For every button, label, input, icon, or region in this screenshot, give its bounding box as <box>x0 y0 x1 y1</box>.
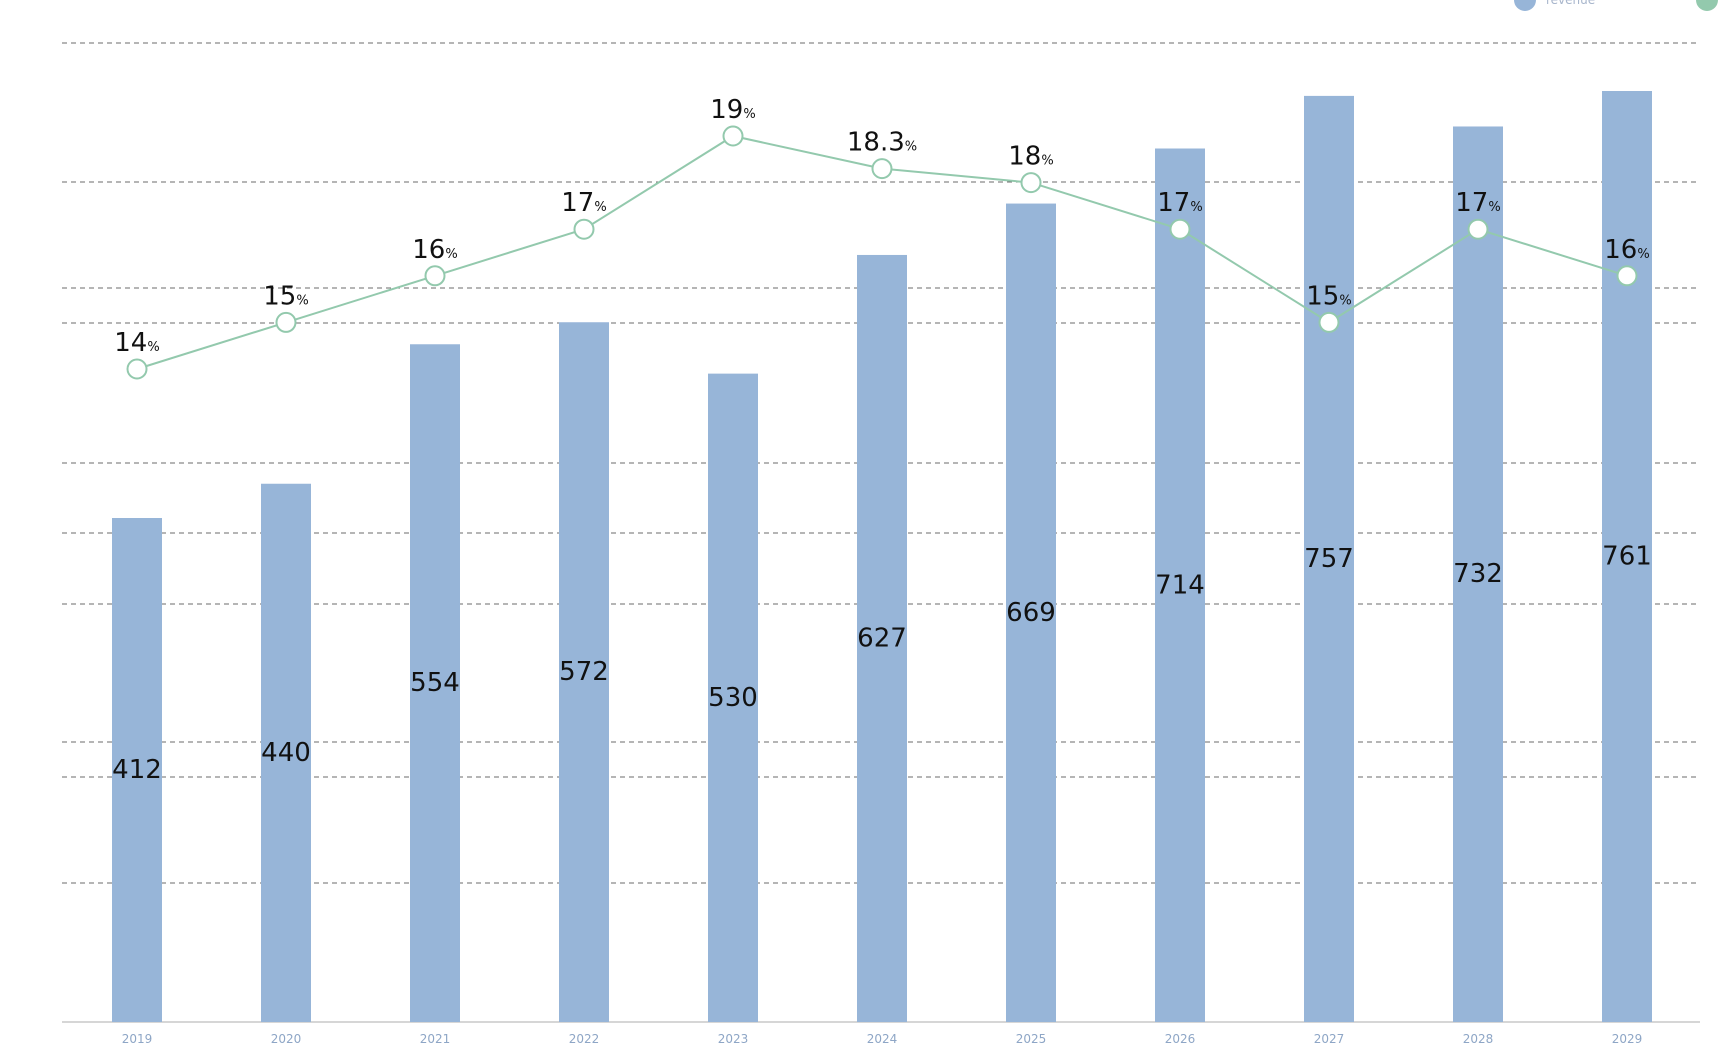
percent-label: 15% <box>263 281 308 311</box>
x-tick-label: 2019 <box>122 1032 153 1046</box>
legend-label-revenue: revenue <box>1546 0 1595 7</box>
bar-value-label: 732 <box>1453 559 1503 589</box>
bar-value-label: 714 <box>1155 570 1205 600</box>
percent-label: 17% <box>1455 188 1500 218</box>
bar-value-label: 757 <box>1304 544 1354 574</box>
bar <box>1304 95 1354 1022</box>
revenue-bars <box>112 91 1652 1023</box>
x-tick-label: 2026 <box>1165 1032 1196 1046</box>
line-point <box>126 358 148 380</box>
bar-value-label: 572 <box>559 657 609 687</box>
line-point <box>1169 218 1191 240</box>
percentage-line <box>126 125 1638 380</box>
x-tick-label: 2022 <box>569 1032 600 1046</box>
bar-value-label: 627 <box>857 623 907 653</box>
percent-label: 17% <box>561 188 606 218</box>
x-tick-label: 2029 <box>1612 1032 1643 1046</box>
percent-label: 18% <box>1008 142 1053 172</box>
percent-label: 19% <box>710 95 755 125</box>
x-axis: 2019 2020 2021 2022 2023 2024 2025 2026 2027 2028… <box>122 1032 1643 1046</box>
bar <box>1453 126 1503 1022</box>
percent-label: 15% <box>1306 281 1351 311</box>
bar-value-label: 412 <box>112 755 162 785</box>
x-tick-label: 2025 <box>1016 1032 1047 1046</box>
bar <box>410 344 460 1022</box>
x-tick-label: 2024 <box>867 1032 898 1046</box>
bar <box>1006 203 1056 1023</box>
legend-swatch-revenue <box>1514 0 1536 11</box>
line-point <box>1616 265 1638 287</box>
bar <box>708 373 758 1022</box>
percent-label: 16% <box>1604 235 1649 265</box>
percent-label: 14% <box>114 328 159 358</box>
line-point <box>1020 172 1042 194</box>
bar <box>261 483 311 1022</box>
bar-value-label: 440 <box>261 738 311 768</box>
line-point <box>871 158 893 180</box>
bar <box>112 518 162 1022</box>
legend-swatch-line <box>1696 0 1718 11</box>
line-point <box>424 265 446 287</box>
bar <box>559 322 609 1022</box>
line-point <box>1318 311 1340 333</box>
bar-value-label: 530 <box>708 683 758 713</box>
bar-value-label: 669 <box>1006 598 1056 628</box>
line-point <box>275 311 297 333</box>
bar <box>1602 91 1652 1022</box>
bar-value-label: 761 <box>1602 542 1652 572</box>
x-tick-label: 2027 <box>1314 1032 1345 1046</box>
line-point <box>1467 218 1489 240</box>
percent-label: 17% <box>1157 188 1202 218</box>
legend: revenue <box>1514 0 1718 11</box>
bar-value-label: 554 <box>410 668 460 698</box>
x-tick-label: 2028 <box>1463 1032 1494 1046</box>
data-labels: 412 440 554 572 530 627 669 714 757 732 761 14% 15% 1… <box>112 95 1652 785</box>
line-point <box>573 218 595 240</box>
percent-label: 16% <box>412 235 457 265</box>
x-tick-label: 2023 <box>718 1032 749 1046</box>
x-tick-label: 2021 <box>420 1032 451 1046</box>
x-tick-label: 2020 <box>271 1032 302 1046</box>
bar <box>857 254 907 1022</box>
line-point <box>722 125 744 147</box>
bar <box>1155 148 1205 1023</box>
percent-label: 18.3% <box>847 128 917 158</box>
